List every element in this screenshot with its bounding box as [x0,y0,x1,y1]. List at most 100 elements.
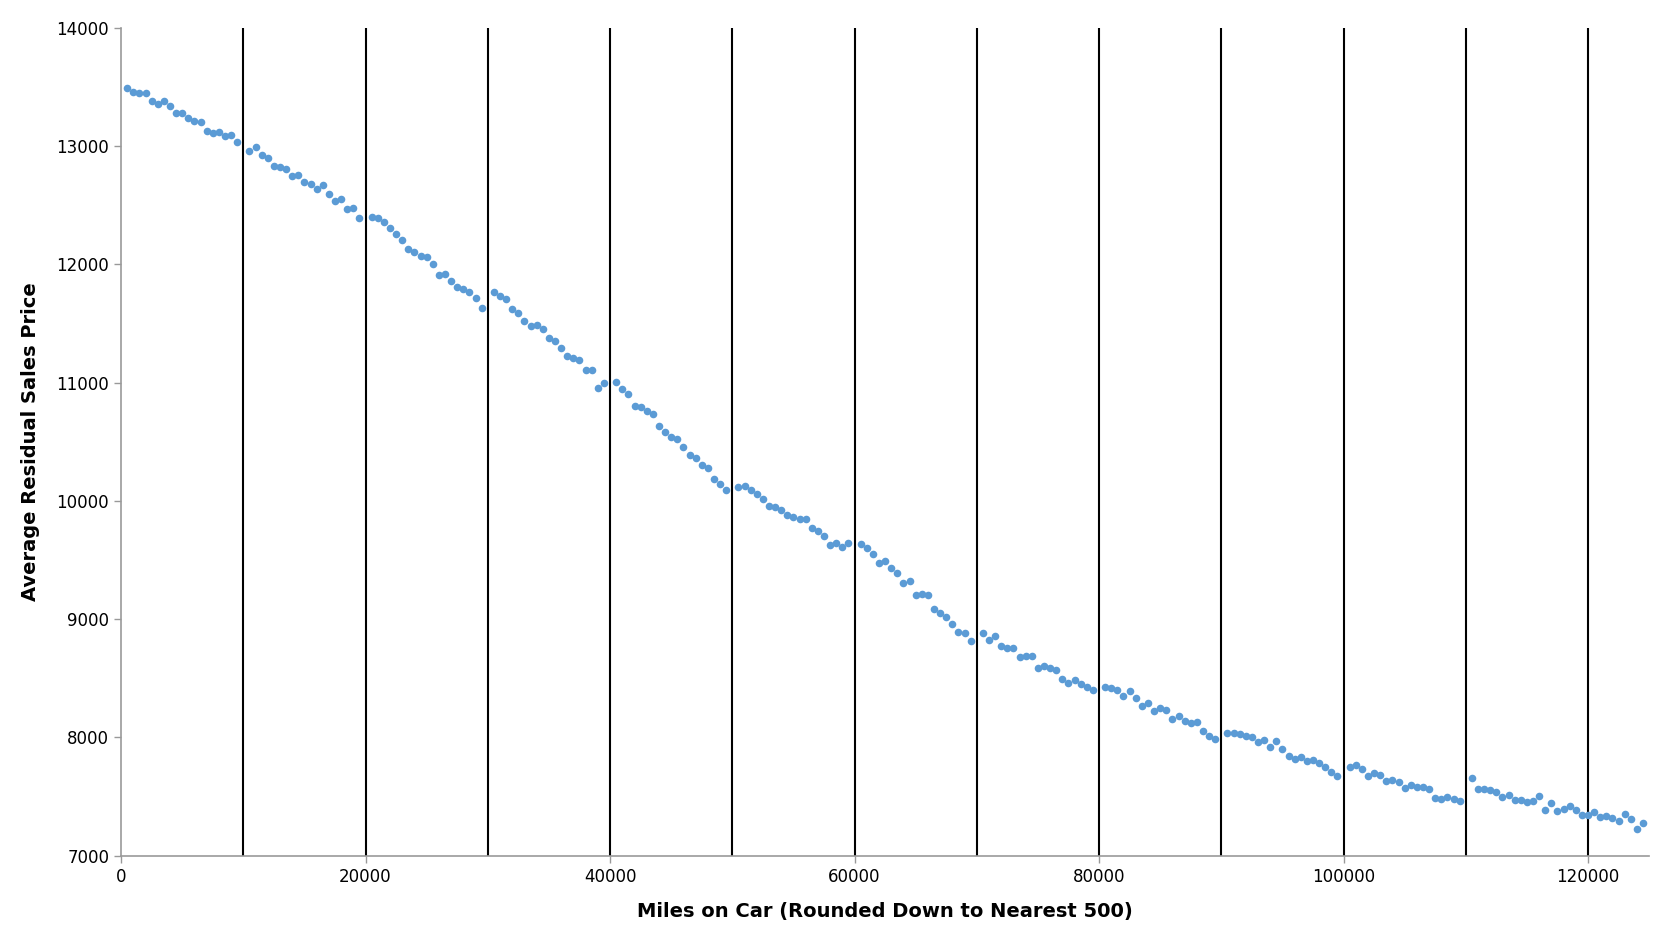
Point [144,96,170,111]
Point [633,403,660,418]
Point [1391,780,1418,795]
Point [1575,807,1602,822]
Point [1177,715,1204,730]
Point [139,93,165,108]
Point [249,148,276,163]
Point [731,479,758,494]
Point [1446,793,1473,808]
Point [1251,732,1278,747]
Point [823,536,850,551]
Point [610,382,636,397]
Point [1556,798,1583,813]
Point [989,639,1015,654]
Point [1166,709,1192,724]
Point [1531,803,1558,818]
Point [548,340,574,355]
Point [1313,760,1339,775]
Point [934,609,960,625]
Point [199,125,225,140]
Point [945,625,972,640]
Point [419,256,446,271]
Point [847,537,873,552]
Point [1288,749,1314,764]
Point [957,634,984,649]
Point [1593,808,1620,823]
Point [975,633,1002,648]
Point [132,86,159,101]
Point [878,560,905,575]
Point [157,99,184,114]
Point [1586,810,1613,825]
Point [1067,676,1094,691]
Point [1092,680,1119,695]
Point [860,546,887,561]
Point [1409,780,1436,795]
Point [1403,779,1430,794]
Point [695,461,721,476]
Point [615,386,641,401]
Point [902,588,929,603]
Point [676,447,703,463]
Point [890,576,917,591]
Point [389,233,416,248]
Point [536,331,563,346]
X-axis label: Miles on Car (Rounded Down to Nearest 500): Miles on Car (Rounded Down to Nearest 50… [638,902,1132,921]
Point [267,159,294,174]
Point [920,602,947,617]
Point [768,503,795,518]
Point [1471,781,1498,796]
Point [518,318,544,333]
Point [529,321,556,336]
Point [762,499,788,514]
Point [1079,683,1106,698]
Point [1019,648,1045,663]
Point [261,158,287,173]
Point [1336,759,1363,774]
Point [835,536,862,551]
Point [327,191,354,206]
Point [1508,792,1535,807]
Point [1538,796,1565,811]
Point [1214,725,1241,740]
Point [468,300,494,316]
Point [1263,733,1289,748]
Point [1074,680,1101,695]
Point [359,210,386,225]
Point [322,193,349,208]
Point [1384,774,1411,789]
Point [401,244,428,259]
Point [603,375,630,390]
Point [286,168,312,183]
Point [584,380,611,395]
Point [628,399,655,414]
Point [169,105,195,120]
Point [1324,769,1351,784]
Point [554,349,581,364]
Point [982,628,1009,643]
Point [1049,672,1075,687]
Point [1630,816,1657,831]
Point [120,85,147,100]
Point [1495,787,1521,802]
Point [1116,684,1142,699]
Point [1232,729,1259,744]
Point [1226,726,1252,741]
Point [713,482,740,497]
Point [1568,807,1595,822]
Point [205,125,232,140]
Point [1550,802,1576,817]
Point [994,641,1020,656]
Point [658,430,685,445]
Point [1348,762,1374,777]
Point [683,450,710,465]
Point [1343,757,1369,772]
Point [486,288,513,303]
Point [426,268,453,283]
Point [817,538,843,553]
Point [897,574,924,589]
Point [1416,782,1443,797]
Point [1618,812,1645,827]
Point [1421,791,1448,806]
Point [224,134,250,149]
Point [341,201,367,216]
